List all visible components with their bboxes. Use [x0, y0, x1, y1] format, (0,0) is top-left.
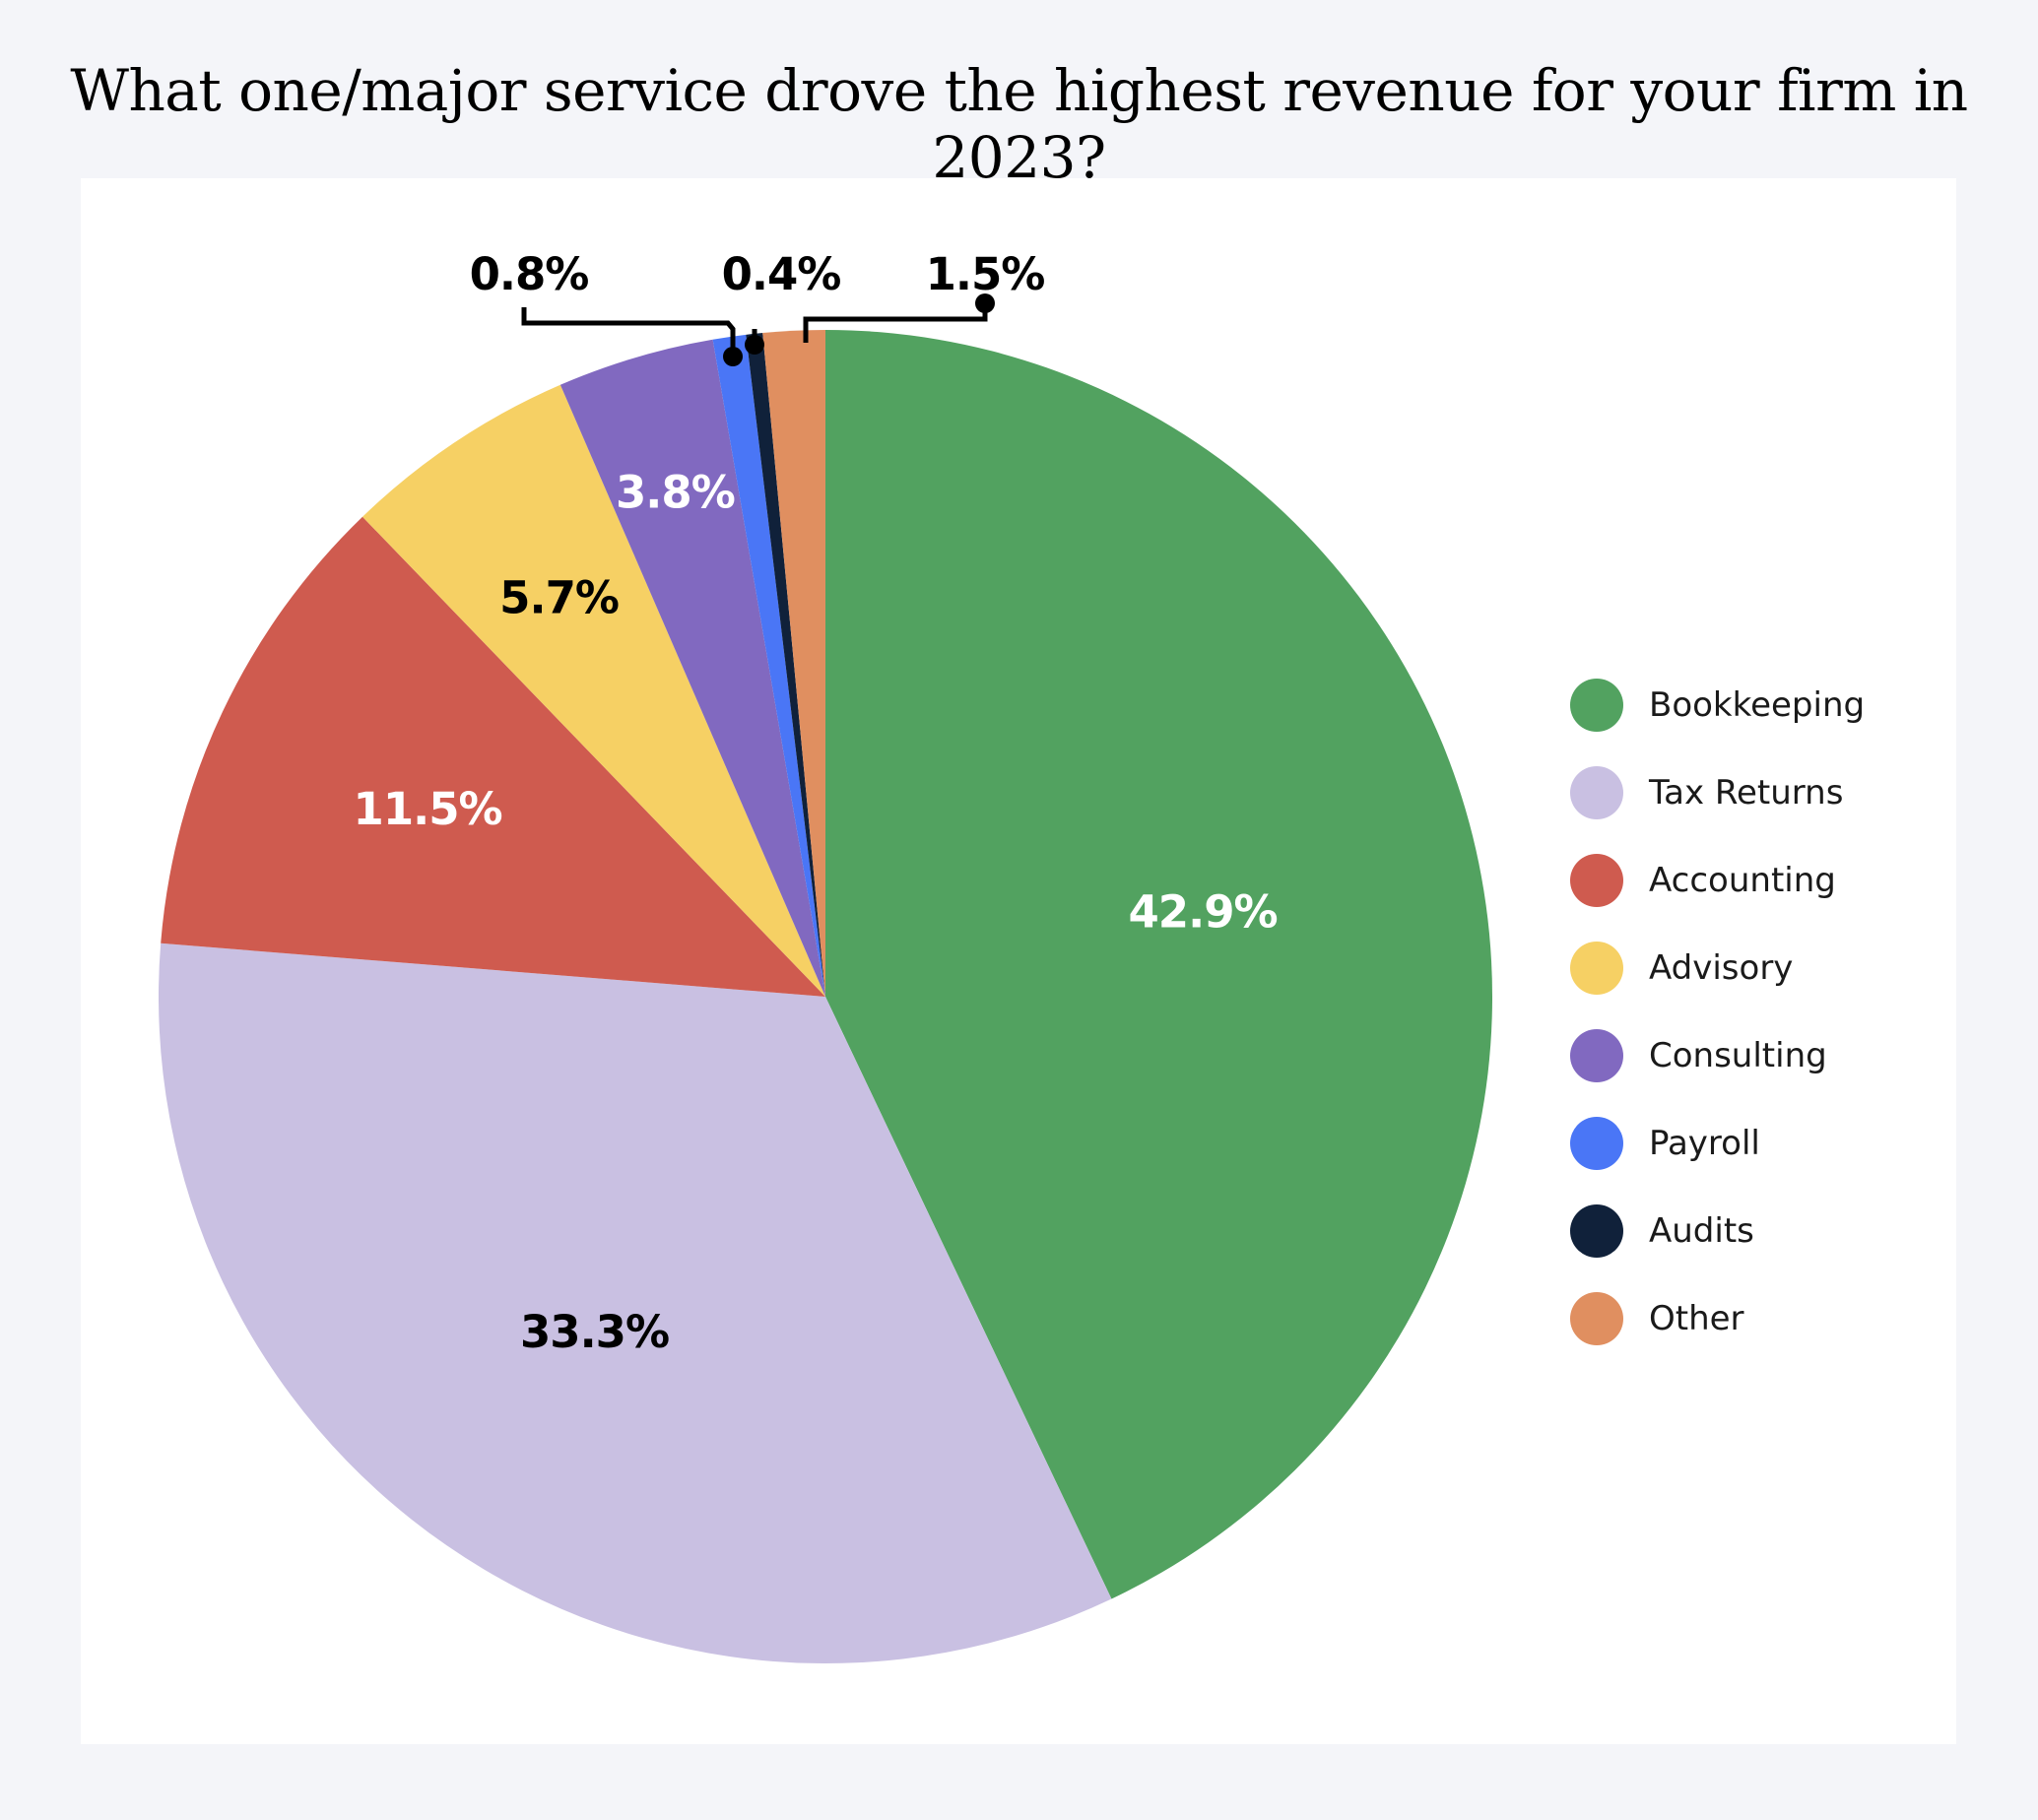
pie-slice-advisory	[362, 384, 825, 997]
pie-label-other: 1.5%	[926, 248, 1045, 300]
pie-label-audits: 0.4%	[722, 248, 841, 300]
legend-item-tax-returns: Tax Returns	[1570, 748, 1865, 836]
legend-item-other: Other	[1570, 1274, 1865, 1362]
pie-label-advisory: 5.7%	[499, 571, 619, 623]
callout-line-payroll	[521, 307, 736, 357]
legend-swatch	[1570, 1203, 1623, 1258]
legend-swatch	[1570, 1116, 1623, 1170]
legend-label: Bookkeeping	[1649, 684, 1866, 725]
legend-item-accounting: Accounting	[1570, 836, 1865, 924]
legend-item-consulting: Consulting	[1570, 1011, 1865, 1099]
legend-item-payroll: Payroll	[1570, 1099, 1865, 1187]
pie-slice-accounting	[161, 516, 825, 997]
pie-slice-payroll	[712, 334, 825, 997]
pie-label-payroll: 0.8%	[470, 248, 589, 300]
pie-slice-consulting	[559, 339, 825, 997]
pie-label-accounting: 11.5%	[354, 783, 502, 835]
legend-swatch	[1570, 765, 1623, 819]
legend-swatch	[1570, 1291, 1623, 1345]
legend-label: Consulting	[1649, 1035, 1827, 1075]
legend-item-advisory: Advisory	[1570, 924, 1865, 1011]
chart-title: What one/major service drove the highest…	[70, 57, 1968, 191]
legend-label: Advisory	[1649, 947, 1794, 988]
callout-dot-other	[975, 293, 995, 313]
pie-slice-audits	[746, 333, 825, 997]
chart-legend: Bookkeeping Tax Returns Accounting Advisory…	[1570, 661, 1865, 1362]
pie-slice-bookkeeping	[825, 330, 1492, 1599]
pie-label-bookkeeping: 42.9%	[1128, 886, 1277, 939]
callout-dot-audits	[745, 335, 764, 355]
pie-label-tax-returns: 33.3%	[520, 1306, 669, 1358]
legend-label: Audits	[1649, 1210, 1754, 1251]
legend-swatch	[1570, 1028, 1623, 1082]
legend-label: Accounting	[1649, 860, 1836, 900]
legend-swatch	[1570, 853, 1623, 907]
legend-label: Other	[1649, 1298, 1744, 1338]
pie-slice-other	[762, 330, 825, 997]
legend-swatch	[1570, 678, 1623, 732]
legend-item-audits: Audits	[1570, 1187, 1865, 1274]
pie-label-consulting: 3.8%	[616, 466, 735, 518]
callout-dot-payroll	[723, 347, 743, 366]
legend-label: Tax Returns	[1649, 772, 1844, 812]
legend-label: Payroll	[1649, 1123, 1760, 1163]
pie-slice-tax-returns	[159, 942, 1112, 1663]
legend-item-bookkeeping: Bookkeeping	[1570, 661, 1865, 748]
legend-swatch	[1570, 941, 1623, 995]
